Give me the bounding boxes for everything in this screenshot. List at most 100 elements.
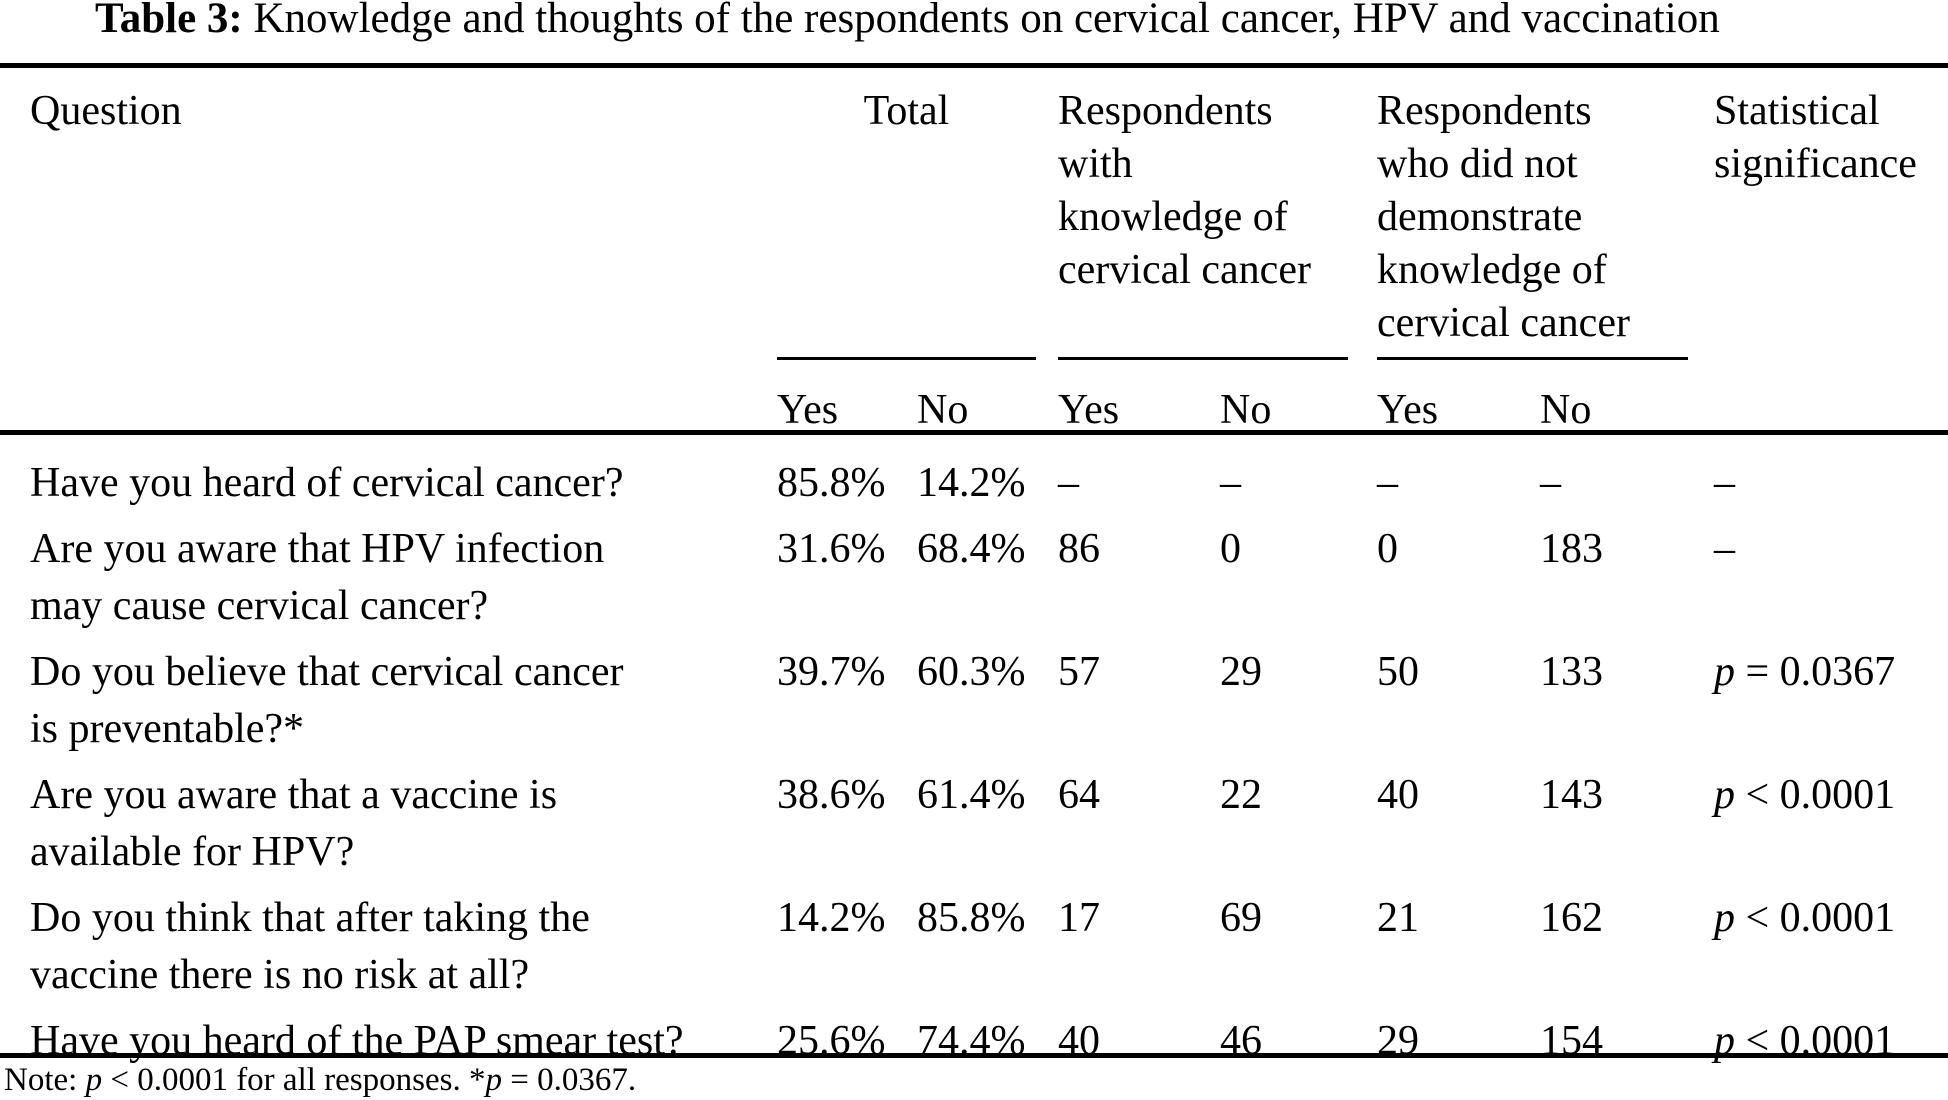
stat-cell: – — [1714, 521, 1735, 578]
subheader-total-yes: Yes — [777, 387, 839, 433]
header-line: with — [1058, 141, 1133, 187]
value-cell: 154 — [1540, 1018, 1603, 1064]
value-cell: 64 — [1058, 772, 1100, 818]
value-cell: 22 — [1220, 772, 1262, 818]
stat-cell: p < 0.0001 — [1714, 1013, 1895, 1070]
table-row: Do you think that after taking the vacci… — [0, 886, 1948, 1009]
value-cell: 57 — [1058, 649, 1100, 695]
value-cell: 17 — [1058, 895, 1100, 941]
table-title-text: Knowledge and thoughts of the respondent… — [242, 0, 1720, 42]
header-line: Respondents — [1058, 88, 1273, 134]
value-cell: 21 — [1377, 895, 1419, 941]
question-line: Do you believe that cervical cancer — [30, 649, 624, 695]
note-text: Note: — [4, 1062, 86, 1098]
value-cell: 14.2% — [917, 460, 1026, 506]
question-line: Have you heard of the PAP smear test? — [30, 1018, 684, 1064]
value-cell: 50 — [1377, 649, 1419, 695]
value-cell: – — [1220, 460, 1241, 506]
column-header-with-knowledge: Respondents with knowledge of cervical c… — [1058, 85, 1311, 297]
stat-value: – — [1714, 460, 1735, 506]
value-cell: – — [1540, 460, 1561, 506]
value-cell: – — [1058, 460, 1079, 506]
value-cell: 14.2% — [777, 895, 886, 941]
stat-value: = 0.0367 — [1735, 649, 1896, 695]
value-cell: 183 — [1540, 526, 1603, 572]
question-cell: Are you aware that HPV infection may cau… — [30, 521, 777, 635]
value-cell: 0 — [1220, 526, 1241, 572]
header-line: significance — [1714, 141, 1917, 187]
spanner-rule-without-knowledge — [1377, 357, 1688, 360]
value-cell: 40 — [1377, 772, 1419, 818]
header-line: who did not — [1377, 141, 1578, 187]
question-line: is preventable?* — [30, 706, 305, 752]
value-cell: 85.8% — [777, 460, 886, 506]
value-cell: 68.4% — [917, 526, 1026, 572]
p-symbol: p — [1714, 1018, 1735, 1064]
stat-value: < 0.0001 — [1735, 772, 1896, 818]
subheader-without-knowledge-no: No — [1540, 387, 1592, 433]
value-cell: 25.6% — [777, 1018, 886, 1064]
question-line: Are you aware that HPV infection — [30, 526, 605, 572]
value-cell: 46 — [1220, 1018, 1262, 1064]
column-header-without-knowledge: Respondents who did not demonstrate know… — [1377, 85, 1630, 350]
table-row: Have you heard of cervical cancer? 85.8%… — [0, 451, 1948, 517]
question-line: Are you aware that a vaccine is — [30, 772, 558, 818]
column-header-statistical-significance: Statistical significance — [1714, 85, 1917, 191]
column-header-total: Total — [777, 85, 1036, 138]
value-cell: 162 — [1540, 895, 1603, 941]
table-title: Table 3: Knowledge and thoughts of the r… — [95, 0, 1720, 44]
p-symbol: p — [1714, 649, 1735, 695]
header-line: knowledge of — [1058, 194, 1288, 240]
value-cell: 31.6% — [777, 526, 886, 572]
question-cell: Do you think that after taking the vacci… — [30, 890, 777, 1004]
header-line: demonstrate — [1377, 194, 1583, 240]
question-line: vaccine there is no risk at all? — [30, 952, 530, 998]
header-rule — [0, 430, 1948, 435]
value-cell: 29 — [1377, 1018, 1419, 1064]
question-cell: Have you heard of the PAP smear test? — [30, 1013, 777, 1070]
value-cell: 40 — [1058, 1018, 1100, 1064]
top-rule — [0, 63, 1948, 68]
table-row: Are you aware that a vaccine is availabl… — [0, 763, 1948, 886]
value-cell: – — [1377, 460, 1398, 506]
spanner-rule-total — [777, 357, 1036, 360]
value-cell: 86 — [1058, 526, 1100, 572]
note-text: < 0.0001 for all responses. * — [102, 1062, 486, 1098]
value-cell: 61.4% — [917, 772, 1026, 818]
stat-cell: p = 0.0367 — [1714, 644, 1895, 701]
header-line: Respondents — [1377, 88, 1592, 134]
question-cell: Have you heard of cervical cancer? — [30, 455, 777, 512]
p-symbol: p — [85, 1062, 103, 1098]
spanner-rule-with-knowledge — [1058, 357, 1348, 360]
stat-value: < 0.0001 — [1735, 895, 1896, 941]
question-line: Have you heard of cervical cancer? — [30, 460, 624, 506]
column-header-question: Question — [30, 88, 182, 134]
question-cell: Are you aware that a vaccine is availabl… — [30, 767, 777, 881]
question-line: Do you think that after taking the — [30, 895, 590, 941]
header-line: Statistical — [1714, 88, 1880, 134]
subheader-total-no: No — [917, 387, 969, 433]
question-line: may cause cervical cancer? — [30, 583, 489, 629]
header-line: Total — [863, 88, 950, 134]
value-cell: 0 — [1377, 526, 1398, 572]
p-symbol: p — [1714, 772, 1735, 818]
value-cell: 143 — [1540, 772, 1603, 818]
value-cell: 133 — [1540, 649, 1603, 695]
stat-cell: – — [1714, 455, 1735, 512]
question-line: available for HPV? — [30, 829, 355, 875]
p-symbol: p — [485, 1062, 502, 1098]
bottom-rule — [0, 1053, 1948, 1058]
stat-cell: p < 0.0001 — [1714, 890, 1895, 947]
value-cell: 69 — [1220, 895, 1262, 941]
value-cell: 39.7% — [777, 649, 886, 695]
stat-value: – — [1714, 526, 1735, 572]
p-symbol: p — [1714, 895, 1735, 941]
stat-value: < 0.0001 — [1735, 1018, 1896, 1064]
value-cell: 60.3% — [917, 649, 1026, 695]
table-title-label: Table 3: — [95, 0, 243, 42]
subheader-with-knowledge-yes: Yes — [1058, 387, 1120, 433]
table-body: Have you heard of cervical cancer? 85.8%… — [0, 451, 1948, 1075]
value-cell: 29 — [1220, 649, 1262, 695]
stat-cell: p < 0.0001 — [1714, 767, 1895, 824]
